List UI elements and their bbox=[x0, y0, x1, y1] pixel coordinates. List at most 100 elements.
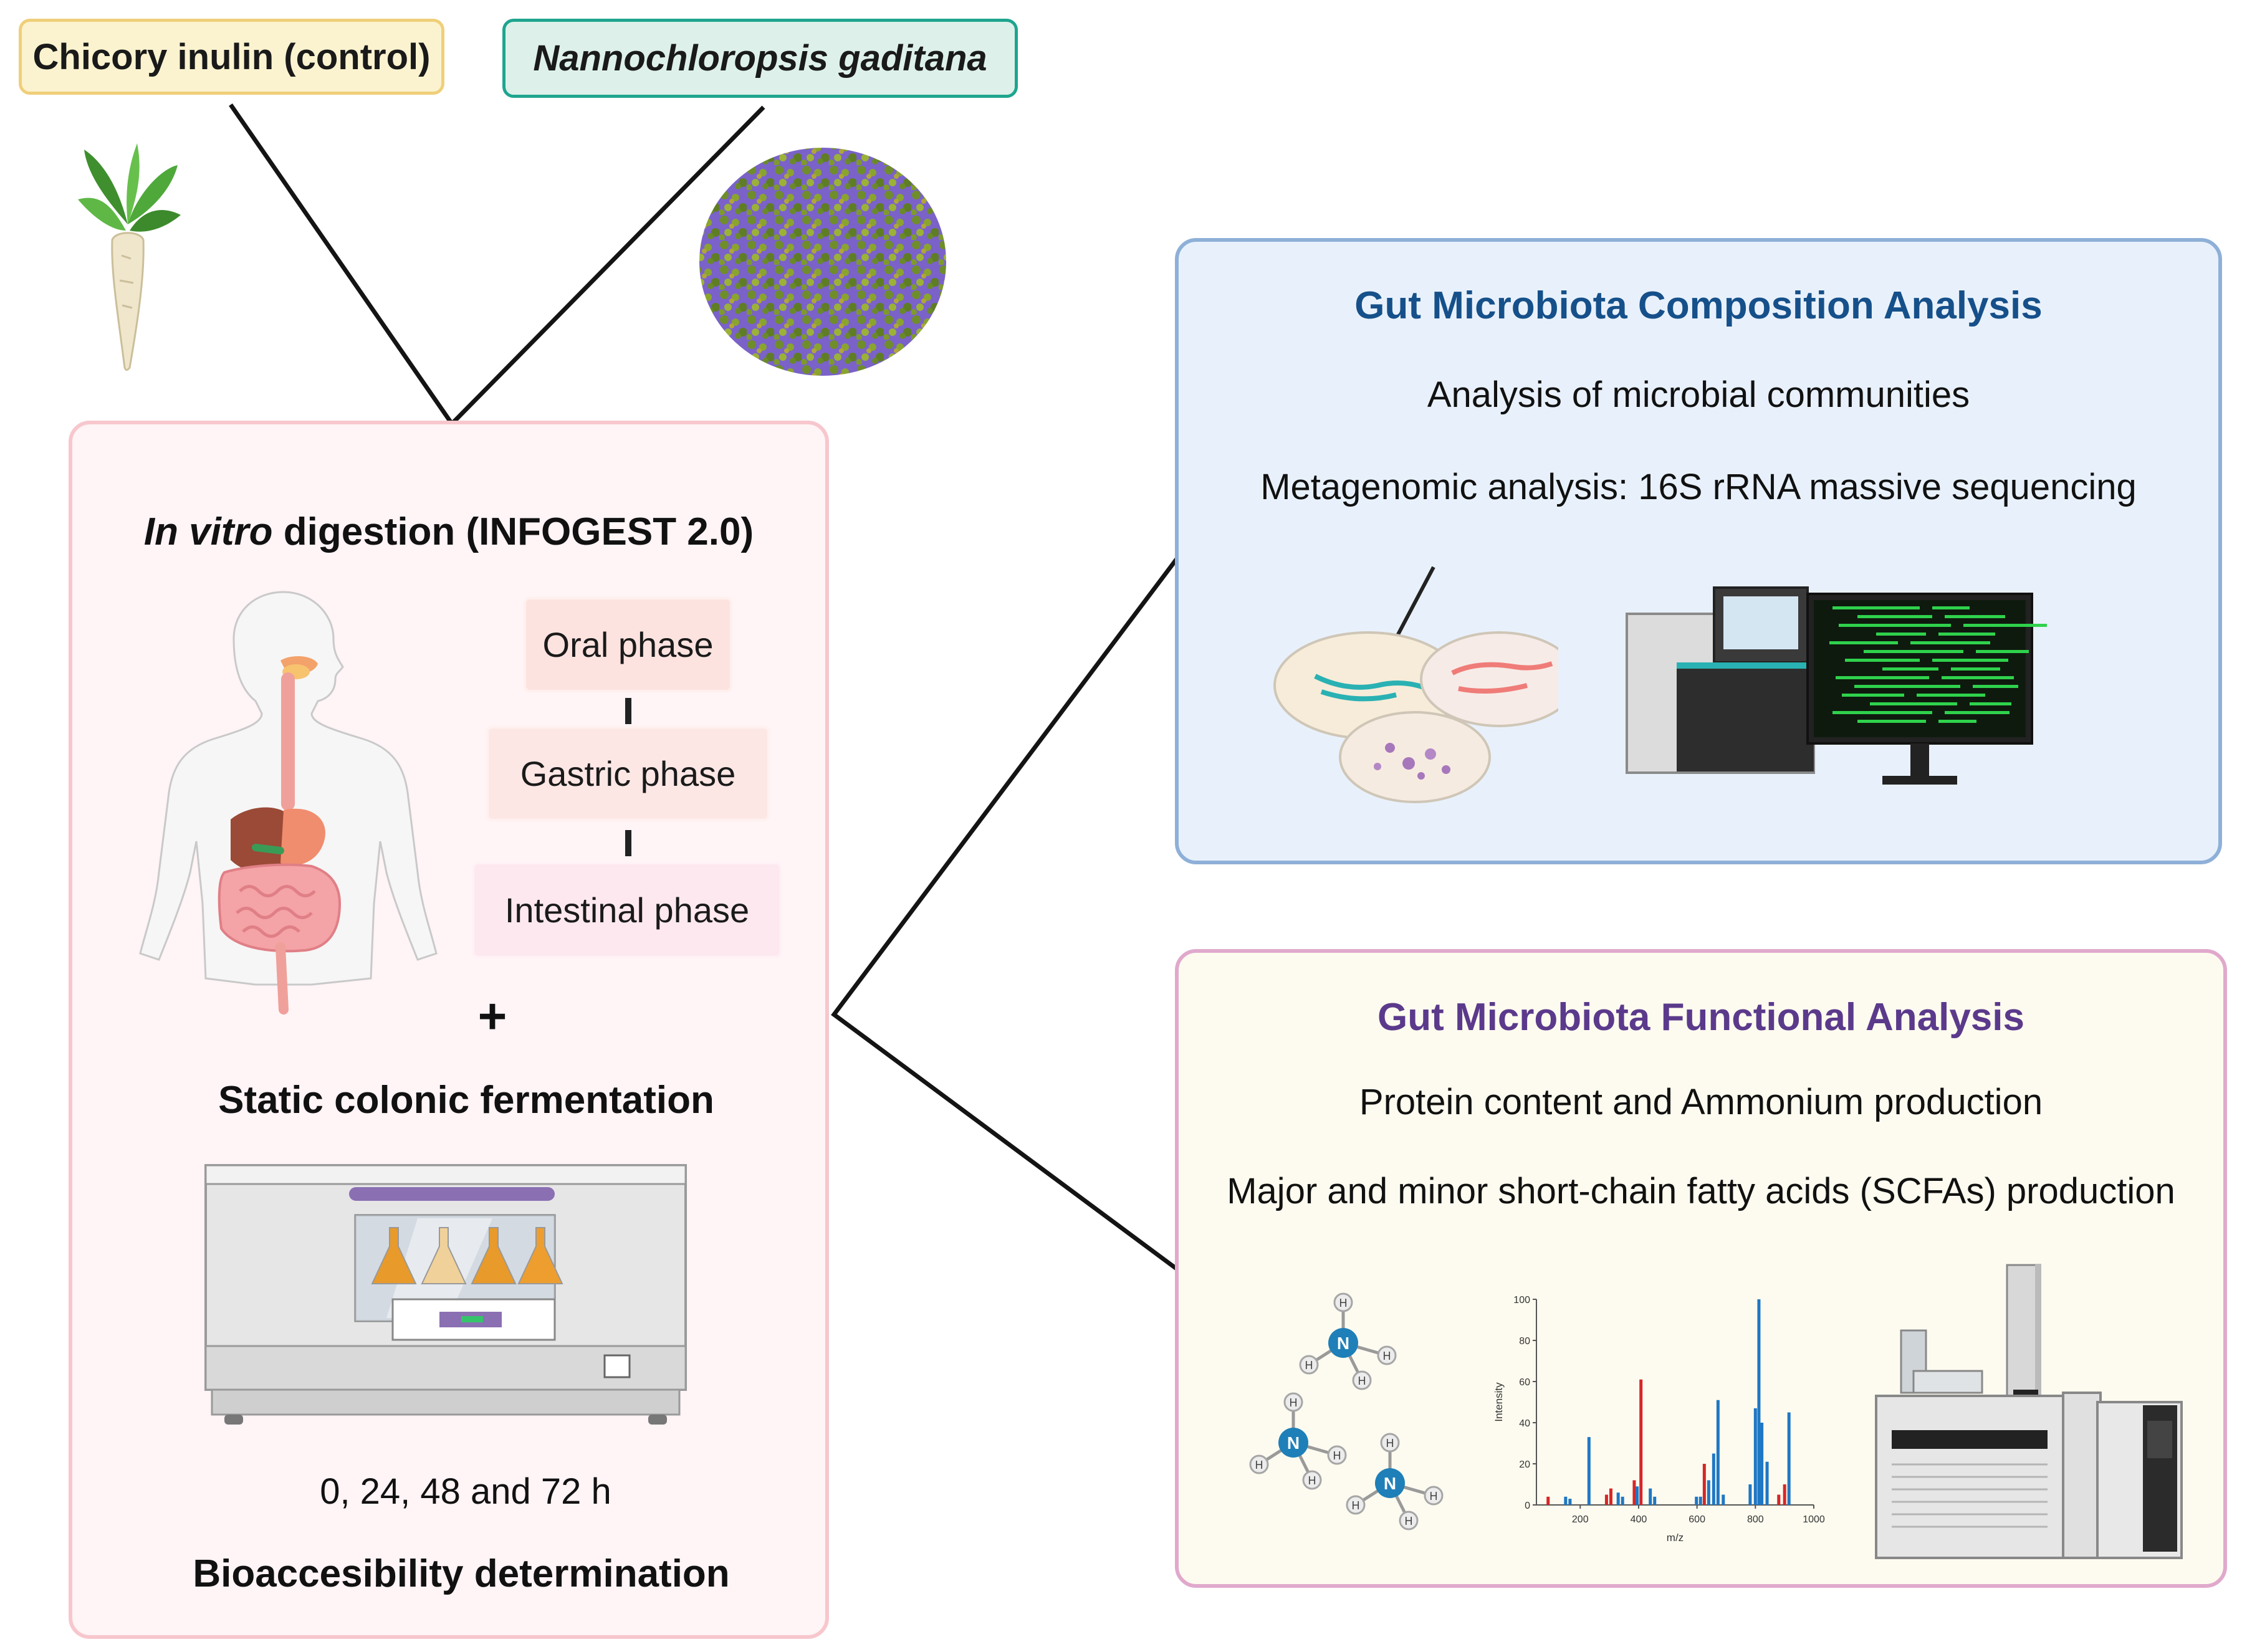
sequence-read-line bbox=[1938, 633, 1995, 636]
sequence-read-line bbox=[1938, 720, 1976, 723]
composition-title: Gut Microbiota Composition Analysis bbox=[1354, 284, 2043, 327]
spectrum-peak bbox=[1702, 1464, 1706, 1505]
spectrum-peak bbox=[1587, 1437, 1591, 1505]
sequence-read-line bbox=[1942, 676, 2014, 679]
ammonium-molecules-icon: H H H H N H H H H N H H H H N bbox=[1249, 1292, 1444, 1530]
hydrogen-label: H bbox=[1339, 1297, 1348, 1309]
spectrum-peak bbox=[1698, 1496, 1702, 1505]
nannochloropsis-label: Nannochloropsis gaditana bbox=[502, 19, 1018, 98]
hydrogen-label: H bbox=[1255, 1459, 1263, 1471]
spectrum-peak bbox=[1777, 1494, 1781, 1505]
microalgae-micrograph-icon bbox=[697, 145, 949, 378]
hydrogen-label: H bbox=[1333, 1449, 1341, 1462]
x-tick-label: 600 bbox=[1689, 1514, 1705, 1525]
hydrogen-atom bbox=[1346, 1495, 1366, 1515]
hydrogen-label: H bbox=[1358, 1375, 1366, 1387]
spectrum-peak bbox=[1649, 1488, 1652, 1505]
spectrum-peak bbox=[1568, 1499, 1572, 1505]
sequence-read-line bbox=[1839, 624, 1951, 627]
bioaccessibility-text: Bioaccesibility determination bbox=[193, 1552, 730, 1595]
mass-spectrum-chart: 0 20 40 60 80 100 200 400 600 800 1000 Intensity m/z bbox=[1493, 1295, 1825, 1544]
y-tick-label: 40 bbox=[1519, 1418, 1530, 1429]
spectrum-peak bbox=[1716, 1400, 1720, 1505]
sequence-read-line bbox=[1932, 659, 2008, 662]
hydrogen-atom bbox=[1299, 1355, 1319, 1375]
nitrogen-atom bbox=[1328, 1328, 1358, 1358]
intestinal-phase-box: Intestinal phase bbox=[472, 862, 782, 958]
hydrogen-atom bbox=[1327, 1445, 1347, 1465]
functional-line-2: Major and minor short-chain fatty acids … bbox=[1227, 1171, 2175, 1211]
human-digestive-system-icon bbox=[139, 591, 438, 1015]
sequence-read-line bbox=[1832, 711, 1932, 714]
hydrogen-label: H bbox=[1352, 1499, 1360, 1512]
hydrogen-atom bbox=[1399, 1511, 1419, 1530]
nitrogen-atom bbox=[1375, 1468, 1405, 1498]
gc-ms-instrument-icon bbox=[1875, 1264, 2183, 1559]
x-tick-label: 200 bbox=[1572, 1514, 1589, 1525]
nitrogen-label: N bbox=[1287, 1433, 1300, 1453]
gastric-phase-box: Gastric phase bbox=[486, 726, 770, 821]
hydrogen-atom bbox=[1424, 1486, 1444, 1506]
sequence-read-line bbox=[1882, 667, 1938, 671]
composition-line-2: Metagenomic analysis: 16S rRNA massive s… bbox=[1260, 467, 2137, 507]
dna-sequencer-icon bbox=[1626, 586, 2047, 785]
spectrum-peak bbox=[1546, 1496, 1550, 1505]
spectrum-peak bbox=[1616, 1492, 1620, 1505]
sequence-read-line bbox=[1951, 667, 2000, 671]
hydrogen-label: H bbox=[1405, 1515, 1413, 1527]
hydrogen-label: H bbox=[1386, 1437, 1394, 1449]
sequence-read-line bbox=[1876, 633, 1926, 636]
sequence-read-line bbox=[1910, 641, 1990, 644]
spectrum-peak bbox=[1707, 1480, 1710, 1505]
hydrogen-atom bbox=[1377, 1345, 1397, 1365]
y-tick-label: 20 bbox=[1519, 1459, 1530, 1470]
nitrogen-atom bbox=[1278, 1428, 1308, 1458]
incubator-shaker-icon bbox=[204, 1164, 687, 1425]
spectrum-peak bbox=[1636, 1486, 1639, 1505]
hydrogen-atom bbox=[1302, 1470, 1322, 1490]
digestion-to-analysis-line bbox=[831, 553, 1182, 1273]
x-tick-label: 400 bbox=[1631, 1514, 1647, 1525]
x-tick-label: 1000 bbox=[1803, 1514, 1825, 1525]
y-tick-label: 100 bbox=[1513, 1295, 1530, 1306]
spectrum-peak bbox=[1748, 1484, 1752, 1505]
chicory-root-icon bbox=[78, 143, 181, 371]
sequence-read-line bbox=[1857, 720, 1926, 723]
hydrogen-atom bbox=[1380, 1433, 1400, 1453]
sequence-read-line bbox=[1963, 624, 2047, 627]
digestion-title: In vitro digestion (INFOGEST 2.0) bbox=[69, 510, 829, 554]
hydrogen-label: H bbox=[1430, 1490, 1438, 1502]
oral-phase-box: Oral phase bbox=[524, 597, 732, 692]
hydrogen-atom bbox=[1333, 1292, 1353, 1312]
spectrum-peak bbox=[1639, 1379, 1643, 1505]
hydrogen-label: H bbox=[1305, 1359, 1313, 1372]
hydrogen-atom bbox=[1352, 1370, 1372, 1390]
digestion-title-rest: digestion (INFOGEST 2.0) bbox=[272, 510, 754, 553]
sequence-read-line bbox=[1870, 702, 1957, 705]
flasks bbox=[371, 1227, 563, 1284]
sequence-read-line bbox=[1832, 606, 1920, 609]
inputs-to-digestion-line bbox=[229, 103, 765, 427]
sequence-read-line bbox=[1842, 694, 1904, 697]
spectrum-peak bbox=[1787, 1412, 1791, 1505]
y-tick-label: 60 bbox=[1519, 1377, 1530, 1388]
sequence-read-line bbox=[1854, 685, 1960, 688]
sequence-read-line bbox=[1836, 676, 1929, 679]
spectrum-peak bbox=[1609, 1488, 1612, 1505]
digestion-title-italic: In vitro bbox=[143, 510, 273, 553]
x-axis-label: m/z bbox=[1667, 1532, 1684, 1544]
x-tick-label: 800 bbox=[1747, 1514, 1764, 1525]
plus-sign: + bbox=[477, 988, 507, 1044]
y-axis-label: Intensity bbox=[1493, 1382, 1505, 1422]
sequence-read-line bbox=[1917, 694, 1985, 697]
phase-connector bbox=[625, 830, 631, 856]
spectrum-peak bbox=[1564, 1496, 1568, 1505]
spectrum-peak bbox=[1783, 1484, 1786, 1505]
sequence-read-line bbox=[1973, 685, 2018, 688]
functional-line-1: Protein content and Ammonium production bbox=[1359, 1082, 2043, 1122]
hydrogen-label: H bbox=[1308, 1474, 1316, 1487]
spectrum-peak bbox=[1722, 1494, 1725, 1505]
sequence-read-line bbox=[1864, 650, 1963, 653]
spectrum-peak bbox=[1712, 1453, 1715, 1505]
petri-dishes-icon bbox=[1273, 566, 1558, 803]
